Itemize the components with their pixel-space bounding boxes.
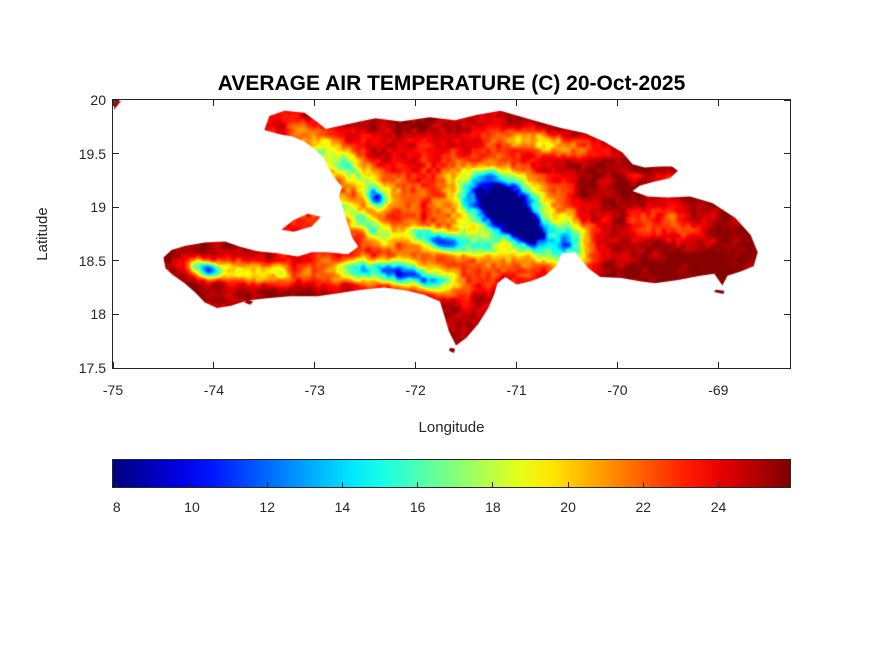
colorbar-tick-label: 24 [710,499,727,515]
y-tick-right [784,153,790,155]
colorbar-tick-label: 18 [485,499,501,515]
y-axis-label: Latitude [34,207,51,261]
x-tick-top [516,100,518,106]
y-tick [113,153,119,155]
colorbar-tick [266,482,268,487]
colorbar-tick-label: 8 [112,499,121,515]
y-tick [113,367,119,369]
x-tick-top [314,100,316,106]
chart-title: AVERAGE AIR TEMPERATURE (C) 20-Oct-2025 [217,72,686,95]
x-tick-top [112,100,114,106]
colorbar-tick [718,482,720,487]
y-tick-label: 20 [90,92,106,108]
colorbar-tick [492,482,494,487]
y-tick-label: 18 [90,306,106,323]
y-tick-right [784,206,790,208]
x-tick [415,362,417,368]
x-tick [616,362,618,368]
colorbar-tick [341,482,343,487]
x-tick-top [717,100,719,106]
y-tick [113,313,119,315]
y-tick-label: 17.5 [78,360,106,376]
y-tick [113,99,119,101]
x-tick [717,362,719,368]
x-tick [314,362,316,368]
x-tick-label: -71 [506,382,527,398]
x-tick-label: -72 [405,382,426,398]
colorbar-gradient [113,460,790,487]
x-tick [213,362,215,368]
colorbar-tick-label: 10 [184,499,200,515]
colorbar-frame [112,459,791,488]
x-tick-label: -73 [304,382,325,398]
colorbar-tick [116,482,118,487]
y-tick-right [784,260,790,262]
x-tick [112,362,114,368]
y-tick [113,206,119,208]
colorbar-tick [642,482,644,487]
x-tick-top [616,100,618,106]
x-tick-label: -70 [607,382,628,398]
y-tick-label: 18.5 [78,252,106,269]
temperature-map-canvas [113,100,790,368]
colorbar-tick [567,482,569,487]
x-tick-top [415,100,417,106]
x-tick-label: -69 [708,382,729,398]
x-tick-top [213,100,215,106]
colorbar-tick-label: 22 [635,499,652,515]
x-tick [516,362,518,368]
y-tick-right [784,313,790,315]
x-tick-label: -75 [102,382,124,398]
y-tick [113,260,119,262]
y-tick-right [784,99,790,101]
colorbar-tick-label: 12 [259,499,275,515]
colorbar-tick-label: 14 [334,499,351,515]
y-tick-label: 19.5 [78,145,106,162]
x-axis-label: Longitude [418,419,485,436]
colorbar-tick-label: 16 [409,499,426,515]
colorbar-tick-label: 20 [560,499,576,515]
y-tick-label: 19 [90,199,106,216]
colorbar-tick [417,482,419,487]
x-tick-label: -74 [203,382,224,398]
colorbar-tick [191,482,193,487]
y-tick-right [784,367,790,369]
